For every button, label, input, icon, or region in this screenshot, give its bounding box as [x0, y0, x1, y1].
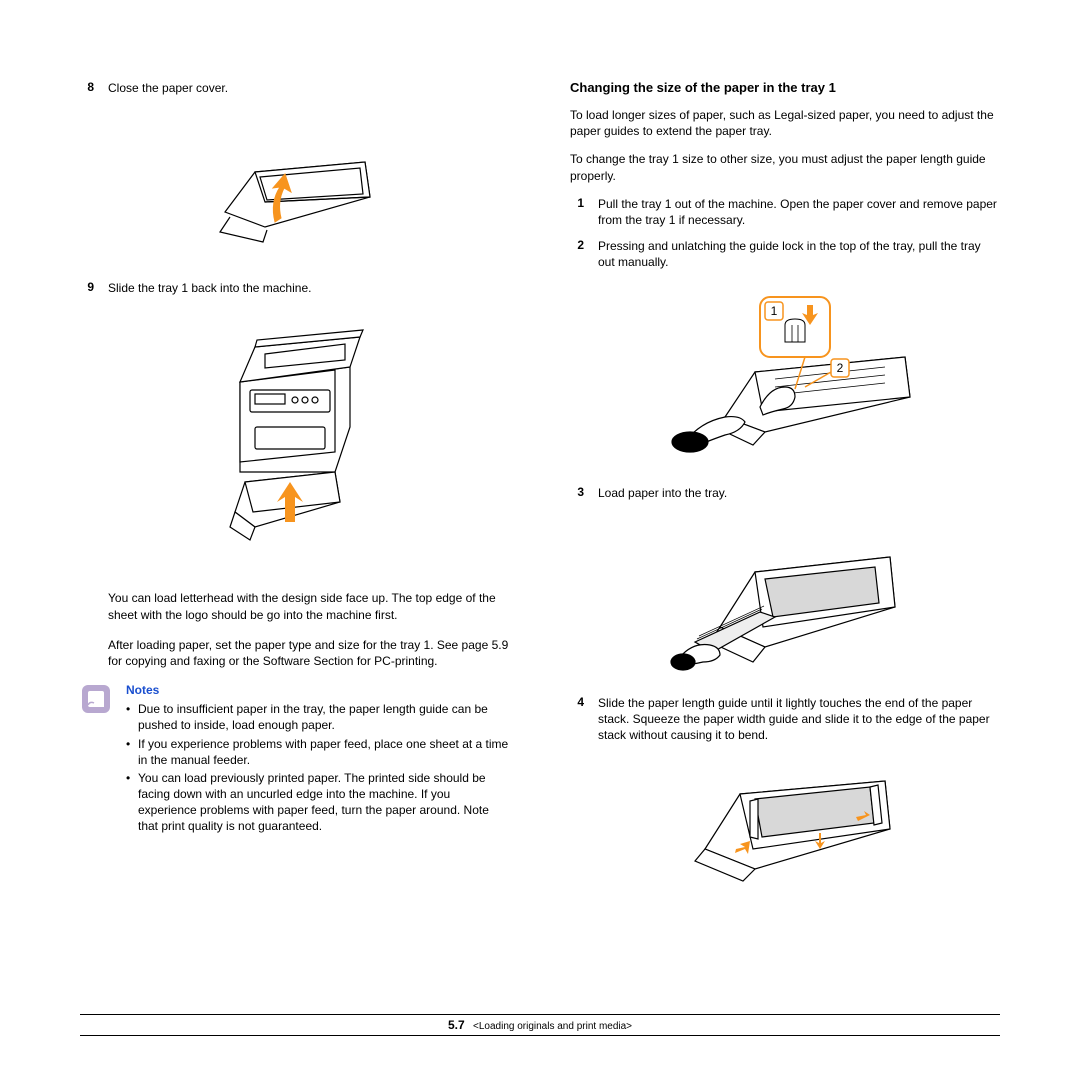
- page-footer: 5.7 <Loading originals and print media>: [80, 1014, 1000, 1036]
- illustration-load-paper: [570, 517, 1000, 677]
- letterhead-note: You can load letterhead with the design …: [108, 590, 510, 622]
- section-heading: Changing the size of the paper in the tr…: [570, 80, 1000, 95]
- right-column: Changing the size of the paper in the tr…: [570, 80, 1000, 1000]
- step-8: 8 Close the paper cover.: [80, 80, 510, 96]
- step-text: Pull the tray 1 out of the machine. Open…: [598, 196, 1000, 228]
- notes-list: Due to insufficient paper in the tray, t…: [126, 701, 510, 835]
- page-number: .7: [455, 1018, 465, 1032]
- step-text: Load paper into the tray.: [598, 485, 1000, 501]
- notes-icon: [80, 683, 112, 715]
- intro-paragraph: To load longer sizes of paper, such as L…: [570, 107, 1000, 139]
- step-text: Slide the tray 1 back into the machine.: [108, 280, 510, 296]
- illustration-slide-tray: [80, 312, 510, 572]
- step-text: Slide the paper length guide until it li…: [598, 695, 1000, 744]
- page-content: 8 Close the paper cover. 9: [80, 80, 1000, 1000]
- notes-item: If you experience problems with paper fe…: [126, 736, 510, 768]
- notes-title: Notes: [126, 683, 510, 697]
- notes-content: Notes Due to insufficient paper in the t…: [126, 683, 510, 837]
- step-number: 1: [570, 196, 584, 228]
- after-loading-note: After loading paper, set the paper type …: [108, 637, 510, 669]
- footer-section-title: <Loading originals and print media>: [473, 1021, 632, 1032]
- notes-item: You can load previously printed paper. T…: [126, 770, 510, 835]
- step-number: 9: [80, 280, 94, 296]
- left-column: 8 Close the paper cover. 9: [80, 80, 510, 1000]
- step-2: 2 Pressing and unlatching the guide lock…: [570, 238, 1000, 270]
- step-3: 3 Load paper into the tray.: [570, 485, 1000, 501]
- step-4: 4 Slide the paper length guide until it …: [570, 695, 1000, 744]
- step-text: Close the paper cover.: [108, 80, 510, 96]
- step-number: 2: [570, 238, 584, 270]
- step-number: 3: [570, 485, 584, 501]
- step-number: 4: [570, 695, 584, 744]
- notes-block: Notes Due to insufficient paper in the t…: [80, 683, 510, 837]
- illustration-close-cover: [80, 112, 510, 262]
- callout-1: 1: [771, 304, 778, 318]
- illustration-unlatch-guide: 1 2: [570, 287, 1000, 467]
- intro-paragraph: To change the tray 1 size to other size,…: [570, 151, 1000, 183]
- step-text: Pressing and unlatching the guide lock i…: [598, 238, 1000, 270]
- step-1: 1 Pull the tray 1 out of the machine. Op…: [570, 196, 1000, 228]
- page-number-prefix: 5: [448, 1018, 455, 1032]
- illustration-adjust-guides: [570, 759, 1000, 889]
- notes-item: Due to insufficient paper in the tray, t…: [126, 701, 510, 733]
- step-number: 8: [80, 80, 94, 96]
- step-9: 9 Slide the tray 1 back into the machine…: [80, 280, 510, 296]
- callout-2: 2: [837, 361, 844, 375]
